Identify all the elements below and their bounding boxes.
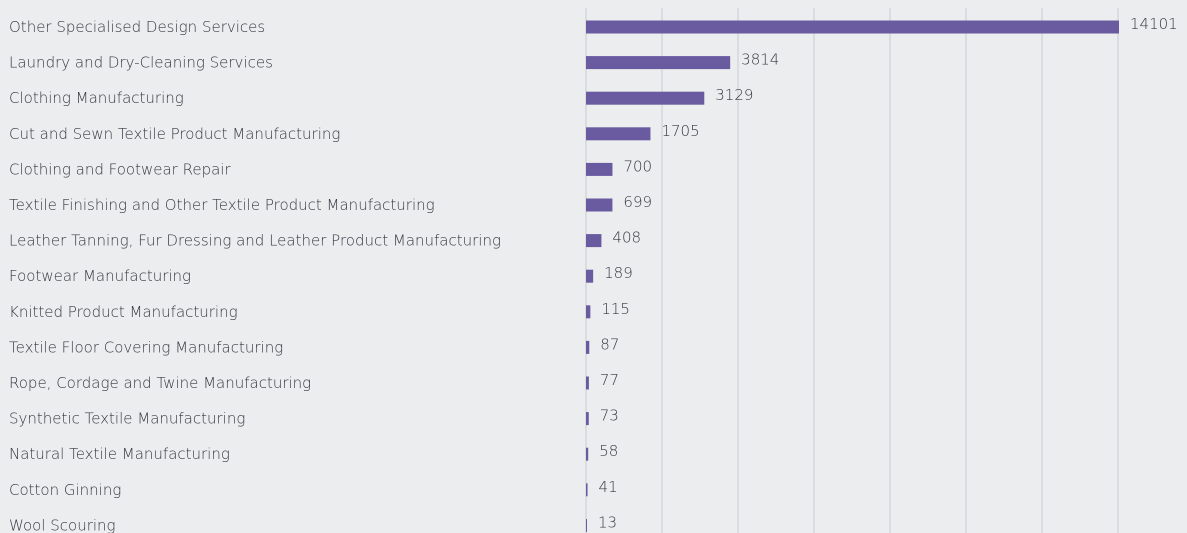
bar (586, 162, 613, 176)
value-label: 58 (599, 442, 618, 460)
value-label: 14101 (1130, 15, 1178, 33)
bar (586, 376, 589, 390)
category-label: Knitted Product Manufacturing (9, 303, 238, 321)
bar (586, 56, 731, 70)
category-label: Clothing and Footwear Repair (9, 160, 231, 178)
category-label: Synthetic Textile Manufacturing (9, 410, 245, 428)
category-label: Footwear Manufacturing (9, 267, 191, 285)
value-label: 77 (600, 371, 619, 389)
bar (586, 269, 594, 283)
bar (586, 340, 590, 354)
bar (586, 412, 589, 426)
bar (586, 234, 602, 248)
category-label: Cut and Sewn Textile Product Manufacturi… (9, 125, 340, 143)
bar (586, 305, 591, 319)
value-label: 408 (612, 229, 641, 247)
category-label: Other Specialised Design Services (9, 18, 265, 36)
value-label: 115 (601, 300, 630, 318)
value-label: 73 (600, 407, 619, 425)
bar (586, 483, 588, 497)
value-label: 87 (600, 335, 619, 353)
bar (586, 518, 587, 532)
bar (586, 198, 613, 212)
category-label: Leather Tanning, Fur Dressing and Leathe… (9, 232, 501, 250)
bar (586, 91, 705, 105)
value-label: 13 (598, 513, 617, 531)
category-label: Textile Finishing and Other Textile Prod… (9, 196, 435, 214)
value-label: 3814 (741, 51, 779, 69)
category-label: Laundry and Dry-Cleaning Services (9, 54, 273, 72)
category-label: Rope, Cordage and Twine Manufacturing (9, 374, 311, 392)
value-label: 700 (623, 157, 652, 175)
category-label: Natural Textile Manufacturing (9, 445, 230, 463)
value-label: 699 (623, 193, 652, 211)
value-label: 41 (599, 478, 618, 496)
bar (586, 127, 651, 141)
category-label: Wool Scouring (9, 516, 116, 533)
value-label: 3129 (715, 86, 753, 104)
category-label: Clothing Manufacturing (9, 89, 184, 107)
value-label: 189 (604, 264, 633, 282)
value-label: 1705 (661, 122, 699, 140)
bar (586, 447, 589, 461)
category-label: Cotton Ginning (9, 481, 121, 499)
bar (586, 20, 1119, 34)
category-label: Textile Floor Covering Manufacturing (9, 338, 283, 356)
